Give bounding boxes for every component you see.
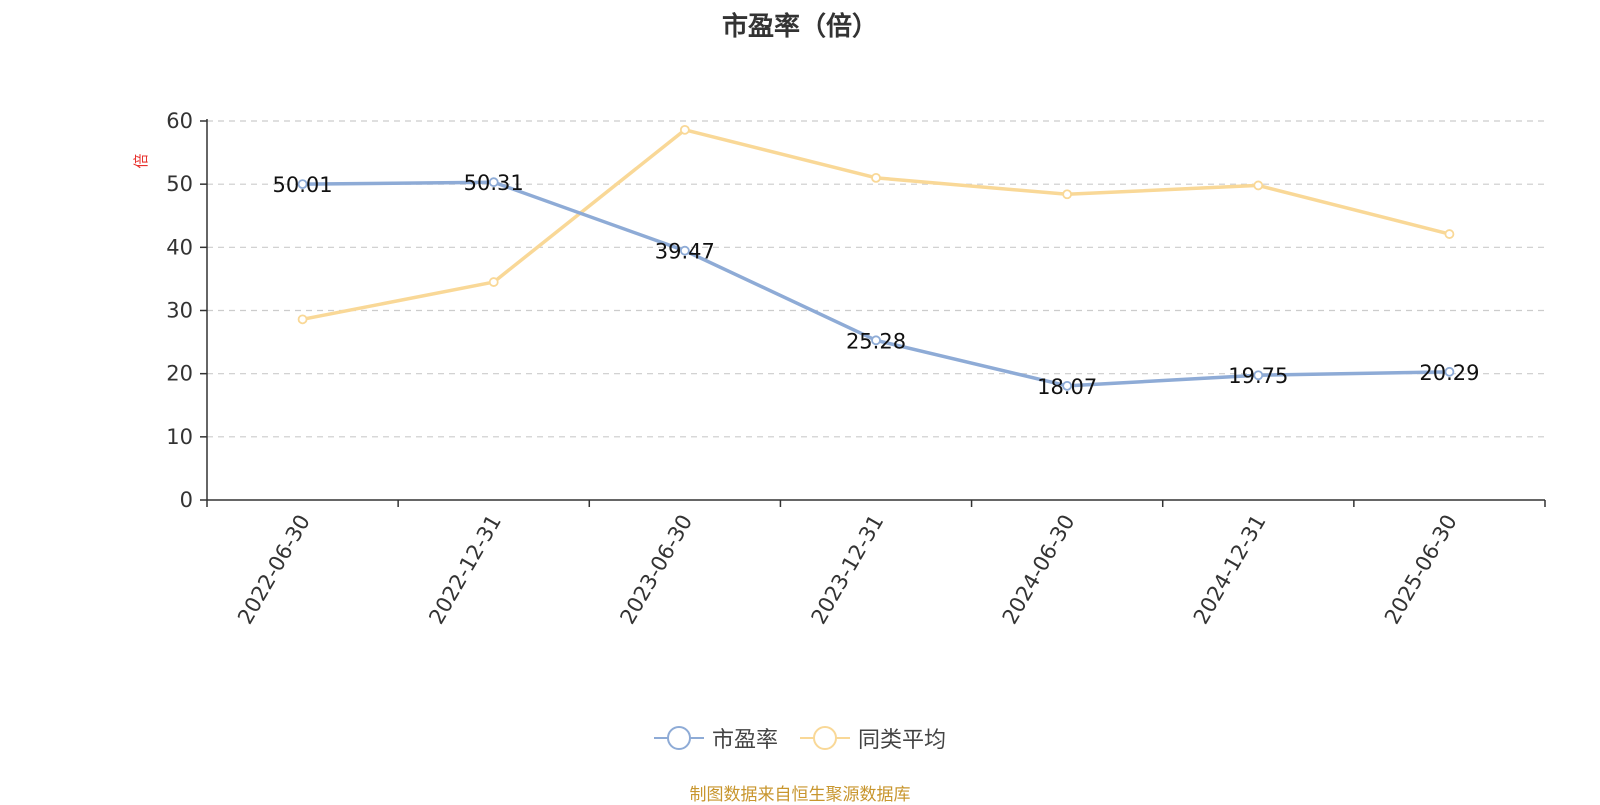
chart-title: 市盈率（倍） bbox=[721, 12, 878, 42]
legend-marker-peer-average bbox=[800, 726, 850, 750]
data-point[interactable] bbox=[679, 124, 690, 135]
y-tick-label: 10 bbox=[166, 425, 193, 449]
source-note: 制图数据来自恒生聚源数据库 bbox=[689, 785, 911, 805]
data-label: 25.28 bbox=[846, 329, 906, 353]
data-point[interactable] bbox=[488, 277, 499, 287]
legend: 市盈率 同类平均 bbox=[0, 722, 1600, 754]
series-line-1 bbox=[300, 128, 1452, 322]
data-point[interactable] bbox=[488, 177, 499, 188]
legend-label-peer-average: 同类平均 bbox=[858, 728, 947, 753]
legend-label-pe: 市盈率 bbox=[711, 728, 778, 753]
y-axis-label: 倍 bbox=[132, 153, 150, 168]
data-point[interactable] bbox=[1444, 229, 1455, 239]
data-point[interactable] bbox=[679, 245, 690, 256]
data-point[interactable] bbox=[297, 314, 308, 325]
y-tick-label: 30 bbox=[166, 299, 193, 323]
data-label: 19.75 bbox=[1228, 364, 1288, 388]
axes: 0 10 20 30 40 50 60 倍 2022-06-30 2022-12-31 2023-0… bbox=[132, 109, 1546, 629]
y-tick-label: 0 bbox=[180, 488, 193, 512]
legend-marker-pe bbox=[653, 726, 704, 750]
data-point[interactable] bbox=[871, 172, 881, 183]
data-label: 50.01 bbox=[273, 173, 333, 197]
data-point[interactable] bbox=[871, 335, 881, 346]
data-label: 18.07 bbox=[1037, 375, 1097, 399]
x-tick-label: 2023-12-31 bbox=[807, 511, 889, 629]
y-tick-label: 40 bbox=[166, 235, 193, 259]
y-tick-label: 60 bbox=[166, 109, 193, 133]
x-tick-label: 2022-12-31 bbox=[424, 511, 506, 629]
x-tick-label: 2023-06-30 bbox=[615, 511, 697, 629]
legend-item-peer-average[interactable]: 同类平均 bbox=[800, 722, 946, 754]
data-point[interactable] bbox=[1062, 189, 1073, 200]
data-label: 50.31 bbox=[464, 171, 524, 195]
y-tick-label: 20 bbox=[166, 362, 193, 386]
data-point[interactable] bbox=[1062, 380, 1073, 391]
grid-lines bbox=[207, 120, 1545, 438]
data-label: 20.29 bbox=[1419, 361, 1479, 385]
data-label: 39.47 bbox=[655, 240, 715, 264]
y-tick-label: 50 bbox=[166, 172, 193, 196]
x-tick-label: 2024-06-30 bbox=[998, 511, 1080, 629]
data-point[interactable] bbox=[1253, 370, 1264, 381]
x-tick-label: 2022-06-30 bbox=[233, 511, 315, 629]
data-point[interactable] bbox=[1444, 366, 1455, 377]
data-point[interactable] bbox=[297, 179, 308, 190]
data-point[interactable] bbox=[1253, 180, 1264, 191]
legend-item-pe[interactable]: 市盈率 bbox=[653, 722, 778, 754]
x-tick-label: 2024-12-31 bbox=[1189, 511, 1271, 629]
data-labels: 50.01 50.31 39.47 25.28 18.07 19.75 20.29 bbox=[273, 171, 1480, 399]
x-tick-label: 2025-06-30 bbox=[1380, 511, 1462, 629]
series-lines bbox=[297, 124, 1455, 391]
